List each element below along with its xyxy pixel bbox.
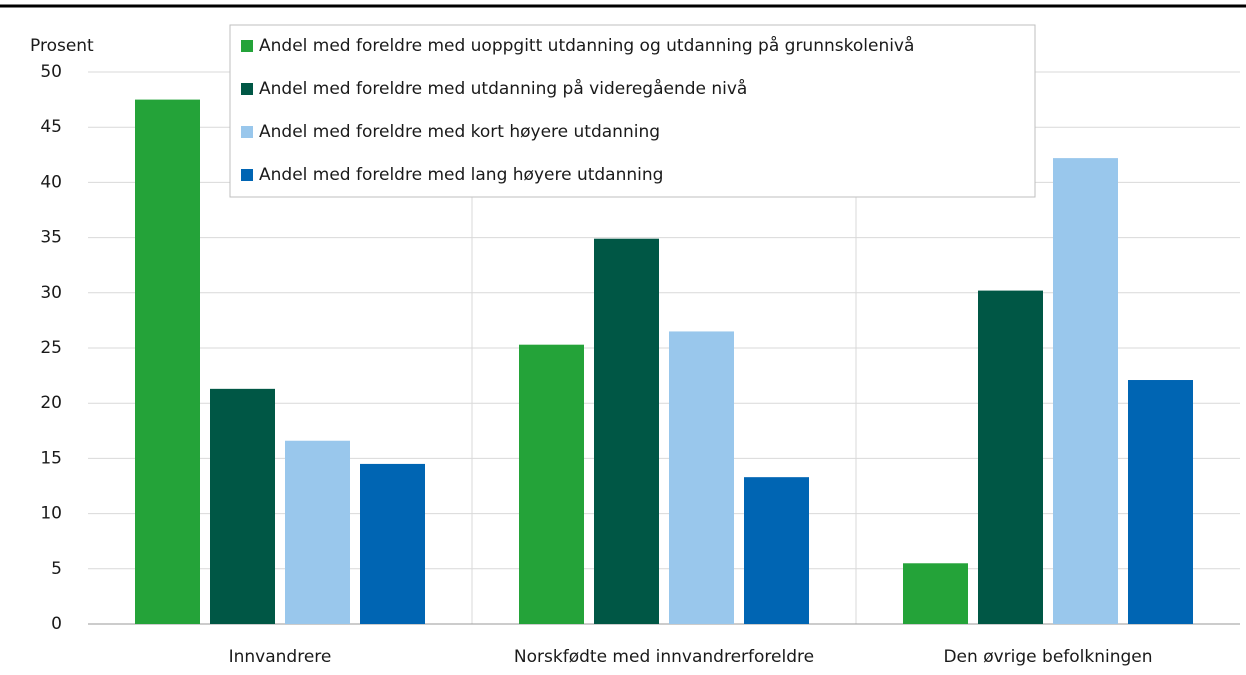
x-tick-label: Den øvrige befolkningen xyxy=(943,647,1152,667)
y-tick-label: 20 xyxy=(40,393,62,413)
legend-swatch xyxy=(241,83,253,95)
bar xyxy=(1053,158,1118,624)
bar xyxy=(285,440,350,624)
legend-label: Andel med foreldre med kort høyere utdan… xyxy=(259,122,660,142)
bar xyxy=(744,477,809,624)
legend-label: Andel med foreldre med lang høyere utdan… xyxy=(259,165,663,185)
bar xyxy=(360,463,425,624)
legend-label: Andel med foreldre med utdanning på vide… xyxy=(259,78,747,99)
bar xyxy=(210,388,275,624)
y-tick-label: 0 xyxy=(51,614,62,634)
y-tick-label: 15 xyxy=(40,448,62,468)
legend-swatch xyxy=(241,169,253,181)
bar xyxy=(135,99,200,625)
y-tick-label: 10 xyxy=(40,504,62,524)
legend-label: Andel med foreldre med uoppgitt utdannin… xyxy=(259,35,914,56)
y-tick-label: 35 xyxy=(40,228,62,248)
legend-swatch xyxy=(241,126,253,138)
y-tick-label: 50 xyxy=(40,62,62,82)
bar xyxy=(669,331,734,624)
y-tick-label: 30 xyxy=(40,283,62,303)
bar xyxy=(594,238,659,625)
y-tick-label: 25 xyxy=(40,338,62,358)
x-tick-label: Norskfødte med innvandrerforeldre xyxy=(514,647,814,667)
bar xyxy=(1128,380,1193,624)
x-tick-label: Innvandrere xyxy=(229,647,332,667)
legend-box xyxy=(229,24,1036,198)
legend-swatch xyxy=(241,40,253,52)
y-tick-label: 40 xyxy=(40,172,62,192)
bar xyxy=(903,563,968,624)
bar xyxy=(978,290,1043,624)
bar xyxy=(519,344,584,624)
y-axis-label: Prosent xyxy=(30,36,94,56)
y-tick-label: 45 xyxy=(40,117,62,137)
y-tick-label: 5 xyxy=(51,559,62,579)
